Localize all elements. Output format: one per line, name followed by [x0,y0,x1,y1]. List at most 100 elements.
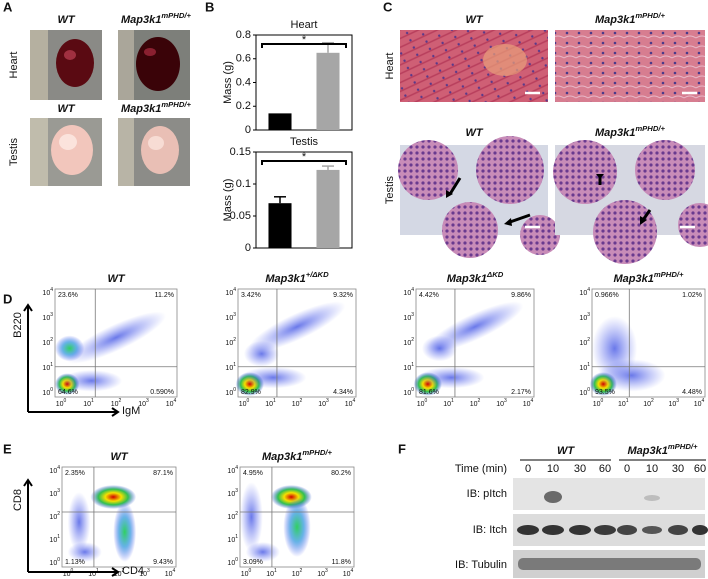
tick-base: 10 [83,401,91,408]
quadrant-percent: 11.2% [155,292,174,299]
tick-exponent: 2 [233,337,236,343]
time-label: 0 [525,463,531,475]
tick-label: 104 [694,398,705,408]
quadrant-percent: 4.95% [243,470,263,477]
tick-label: 103 [49,488,60,498]
quadrant-percent: 1.02% [682,292,702,299]
tick-base: 10 [403,315,411,322]
genotype-label: Map3k1mPHD/+ [595,124,666,139]
quadrant-percent: 4.34% [333,389,353,396]
tick-label: 104 [225,287,236,297]
panel-letter: A [3,0,13,14]
y-tick-label: 0.8 [236,29,251,41]
panel-f-blots [513,478,708,578]
tick-exponent: 1 [235,534,238,540]
genotype-sup: mPHD/+ [161,11,191,20]
tick-exponent: 4 [411,287,414,293]
genotype-sup: mPHD/+ [654,270,684,279]
tick-label: 102 [292,398,303,408]
tick-exponent: 4 [235,465,238,471]
density [240,366,307,389]
tick-label: 103 [227,488,238,498]
tick-label: 101 [83,398,94,408]
blot-label: IB: pItch [467,488,507,500]
error-bar [274,196,286,204]
tick-base: 10 [227,537,235,544]
tick-base: 10 [227,514,235,521]
tick-label: 104 [579,287,590,297]
tick-label: 102 [403,337,414,347]
plot-frame [255,151,353,249]
quadrant-percent: 0.966% [595,292,619,299]
tick-exponent: 2 [478,398,481,404]
tick-base: 10 [593,401,601,408]
tick-label: 103 [42,312,53,322]
panel-letter: B [205,0,214,14]
tick-base: 10 [318,401,326,408]
tick-exponent: 3 [411,312,414,318]
tick-label: 100 [63,568,74,578]
time-label: 10 [646,463,658,475]
bar [268,203,292,248]
tick-base: 10 [443,401,451,408]
tick-base: 10 [225,365,233,372]
quadrant-percent: 82.9% [241,389,261,396]
axis-label: CD8 [12,489,24,511]
tick-label: 100 [42,387,53,397]
tick-base: 10 [579,315,587,322]
quadrant-percent: 2.17% [511,389,531,396]
chart-title: Heart [291,19,318,31]
tick-exponent: 0 [587,387,590,393]
tick-base: 10 [227,468,235,475]
y-axis-label: Mass (g) [222,61,234,104]
genotype-label: WT [57,14,75,26]
quadrant-percent: 80.2% [331,470,351,477]
tick-label: 102 [643,398,654,408]
tick-base: 10 [49,514,57,521]
panel-c-images [398,30,708,264]
quadrant-percent: 87.1% [153,470,173,477]
tick-exponent: 1 [451,398,454,404]
y-tick-label: 0 [245,124,251,136]
tick-exponent: 4 [50,287,53,293]
quadrant-percent: 4.48% [682,389,702,396]
y-tick-label: 0.4 [236,76,251,88]
genotype-base: Map3k1 [627,445,667,457]
tick-label: 100 [593,398,604,408]
genotype-base: Map3k1 [262,451,302,463]
quadrant-percent: 81.6% [419,389,439,396]
density [67,542,102,562]
genotype-label: WT [57,103,75,115]
tick-exponent: 0 [249,568,252,574]
genotype-label: Map3k1+/ΔKD [265,270,329,285]
tick-label: 102 [292,568,303,578]
tick-label: 103 [317,568,328,578]
tick-base: 10 [618,401,626,408]
tick-exponent: 3 [676,398,679,404]
tick-label: 102 [227,511,238,521]
tick-label: 104 [523,398,534,408]
tick-base: 10 [227,560,235,567]
tick-label: 104 [403,287,414,297]
tick-label: 103 [496,398,507,408]
axis-label: B220 [12,312,24,338]
blot-label: IB: Itch [473,524,507,536]
tick-exponent: 2 [587,337,590,343]
significance-bracket [261,160,347,165]
tick-exponent: 0 [247,398,250,404]
row-label: Testis [384,175,396,204]
genotype-sup: mPHD/+ [302,448,332,457]
genotype-sup: mPHD/+ [635,11,665,20]
tick-base: 10 [579,290,587,297]
tick-base: 10 [225,390,233,397]
tick-base: 10 [579,365,587,372]
time-label: 30 [574,463,586,475]
genotype-label: Map3k1mPHD/+ [121,11,192,26]
tick-base: 10 [49,491,57,498]
y-axis-label: Mass (g) [222,179,234,222]
tick-exponent: 1 [50,362,53,368]
tick-label: 103 [318,398,329,408]
tick-label: 104 [49,465,60,475]
panel-letter: D [3,291,12,306]
